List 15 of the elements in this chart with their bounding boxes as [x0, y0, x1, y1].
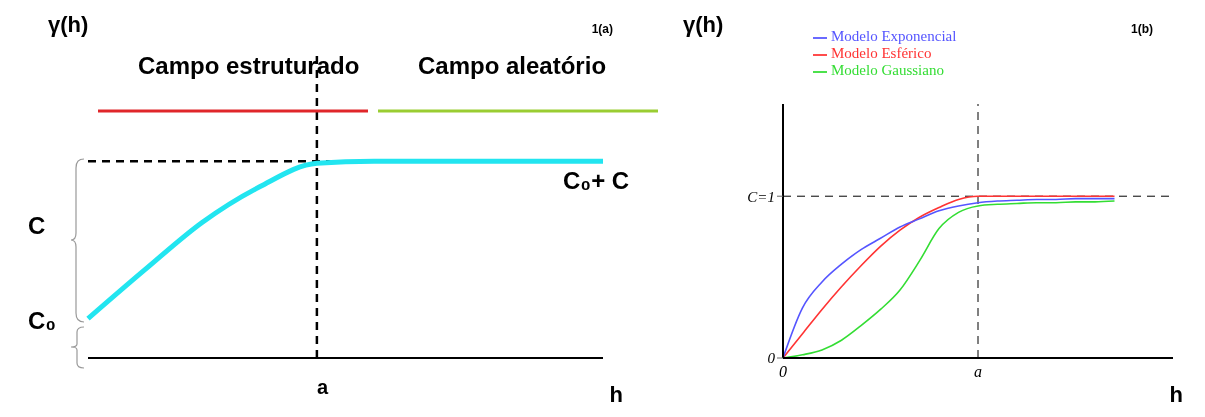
text: C: [28, 212, 46, 239]
chart-title: 1(b): [1131, 22, 1153, 36]
legend-label: Modelo Esférico: [831, 45, 932, 61]
y-axis-title: γ(h): [48, 12, 89, 38]
x-axis-title: h: [1169, 382, 1183, 408]
y-tick-label: C=1: [747, 188, 775, 205]
y-axis-title: γ(h): [683, 12, 724, 38]
annotation: C₀+ C: [563, 167, 630, 194]
chart-title: 1(a): [591, 22, 613, 36]
text: Campo aleatório: [418, 52, 608, 79]
legend-label: Modelo Exponencial: [831, 28, 957, 44]
x-axis-title: h: [609, 382, 623, 408]
legend-label: Modelo Gaussiano: [831, 62, 944, 78]
text: Campo estruturado: [138, 52, 360, 79]
text: C₀: [28, 307, 57, 334]
